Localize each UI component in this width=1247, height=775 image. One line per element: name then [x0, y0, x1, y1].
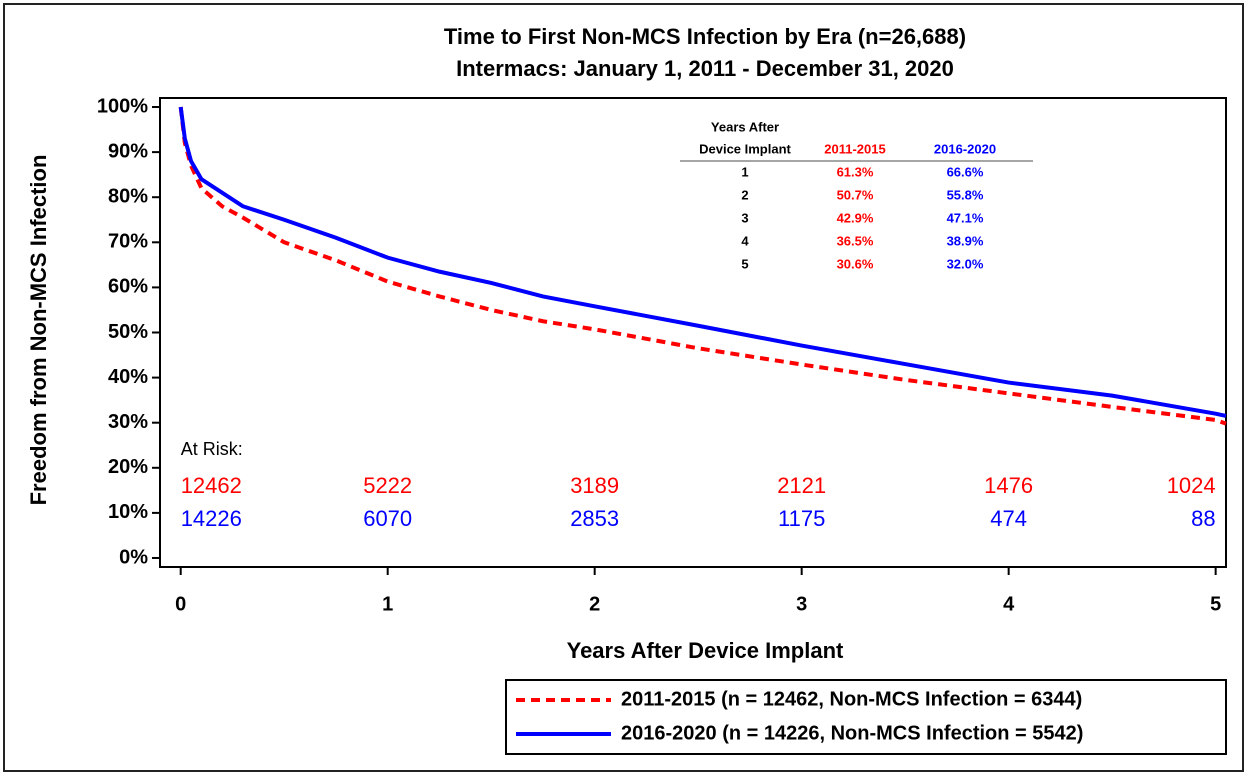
at-risk-count: 1175 — [778, 506, 825, 531]
table-cell: 4 — [741, 233, 749, 248]
table-header: 2011-2015 — [824, 141, 885, 156]
chart-title: Time to First Non-MCS Infection by Era (… — [444, 24, 966, 49]
plot-area — [159, 97, 1227, 568]
table-header: Years After — [711, 119, 779, 134]
at-risk-count: 1476 — [984, 473, 1033, 498]
y-tick-label: 40% — [108, 366, 148, 388]
table-cell: 42.9% — [837, 210, 874, 225]
at-risk-count: 12462 — [181, 473, 242, 498]
x-tick-label: 0 — [175, 593, 186, 615]
km-curve — [178, 106, 1227, 426]
table-cell: 50.7% — [837, 187, 874, 202]
y-tick-label: 80% — [108, 185, 148, 207]
y-tick-label: 20% — [108, 456, 148, 478]
y-tick-label: 60% — [108, 276, 148, 298]
y-tick-label: 90% — [108, 140, 148, 162]
at-risk-count: 2853 — [570, 506, 619, 531]
table-cell: 30.6% — [837, 256, 874, 271]
table-cell: 38.9% — [947, 233, 984, 248]
x-tick-label: 5 — [1210, 593, 1221, 615]
table-cell: 66.6% — [947, 164, 984, 179]
at-risk-count: 2121 — [777, 473, 826, 498]
at-risk-count: 14226 — [181, 506, 242, 531]
chart-subtitle: Intermacs: January 1, 2011 - December 31… — [456, 56, 954, 81]
km-curve — [178, 106, 1227, 418]
table-cell: 55.8% — [947, 187, 984, 202]
table-cell: 32.0% — [947, 256, 984, 271]
table-header: Device Implant — [699, 141, 791, 156]
at-risk-count: 5222 — [363, 473, 412, 498]
at-risk-count: 474 — [990, 506, 1027, 531]
y-tick-label: 30% — [108, 411, 148, 433]
at-risk-count: 3189 — [570, 473, 619, 498]
y-tick-label: 70% — [108, 231, 148, 253]
x-tick-label: 3 — [796, 593, 807, 615]
table-cell: 47.1% — [947, 210, 984, 225]
at-risk-label: At Risk: — [181, 439, 243, 459]
table-header: 2016-2020 — [934, 141, 996, 156]
x-tick-label: 4 — [1003, 593, 1015, 615]
legend-label: 2011-2015 (n = 12462, Non-MCS Infection … — [621, 688, 1082, 710]
x-axis-title: Years After Device Implant — [567, 638, 844, 663]
x-tick-label: 1 — [382, 593, 393, 615]
y-tick-label: 0% — [119, 546, 148, 568]
table-cell: 36.5% — [837, 233, 874, 248]
at-risk-count: 1024 — [1167, 473, 1216, 498]
legend-label: 2016-2020 (n = 14226, Non-MCS Infection … — [621, 722, 1083, 744]
table-cell: 3 — [741, 210, 748, 225]
table-cell: 61.3% — [837, 164, 874, 179]
at-risk-count: 6070 — [363, 506, 412, 531]
at-risk-count: 88 — [1191, 506, 1215, 531]
frame — [3, 3, 1244, 772]
table-cell: 1 — [741, 164, 748, 179]
table-cell: 5 — [741, 256, 748, 271]
table-cell: 2 — [741, 187, 748, 202]
y-tick-label: 10% — [108, 501, 148, 523]
legend-box — [505, 679, 1227, 755]
y-tick-label: 100% — [97, 95, 148, 117]
y-tick-label: 50% — [108, 321, 148, 343]
y-axis-title: Freedom from Non-MCS Infection — [26, 155, 51, 506]
x-tick-label: 2 — [589, 593, 600, 615]
